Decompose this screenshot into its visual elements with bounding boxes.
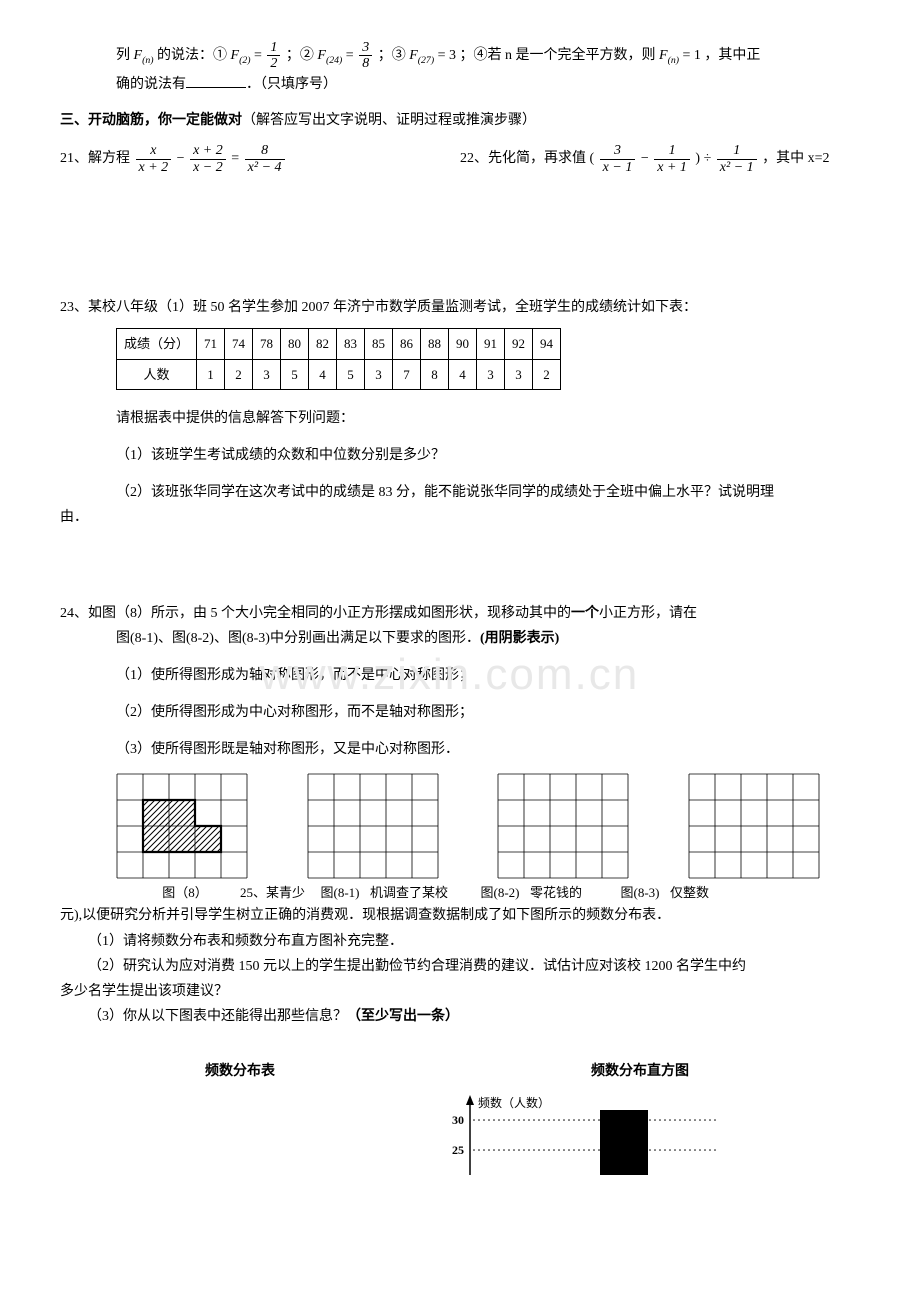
q25-p2: （2）研究认为应对消费 150 元以上的学生提出勤俭节约合理消费的建议．试估计应… [88, 954, 860, 979]
q23-intro: 23、某校八年级（1）班 50 名学生参加 2007 年济宁市数学质量监测考试，… [60, 295, 860, 320]
figure-8 [116, 773, 248, 879]
q24-p3: （3）使所得图形既是轴对称图形，又是中心对称图形． [116, 737, 860, 762]
q23-p2: （1）该班学生考试成绩的众数和中位数分别是多少？ [116, 443, 860, 468]
q25-p1: （1）请将频数分布表和频数分布直方图补充完整． [88, 929, 860, 954]
q20-line1: 列 F(n) 的说法：① F(2) = 12 ；② F(24) = 38 ；③ … [116, 40, 860, 72]
q24-line2: 图(8-1)、图(8-2)、图(8-3)中分别画出满足以下要求的图形．(用阴影表… [116, 626, 860, 651]
histogram-title: 频数分布直方图 [420, 1059, 860, 1084]
freq-table-title: 频数分布表 [60, 1059, 420, 1183]
svg-text:频数（人数）: 频数（人数） [478, 1095, 550, 1110]
q22: 22、先化简，再求值 ( 3x − 1 − 1x + 1 ) ÷ 1x² − 1… [460, 143, 860, 175]
svg-text:25: 25 [452, 1143, 464, 1157]
figure-8-1 [307, 773, 439, 879]
section3-heading: 三、开动脑筋，你一定能做对（解答应写出文字说明、证明过程或推演步骤） [60, 107, 860, 133]
q24-p2: （2）使所得图形成为中心对称图形，而不是轴对称图形； [116, 700, 860, 725]
q24-p1: （1）使所得图形成为轴对称图形，而不是中心对称图形； [116, 663, 860, 688]
q21: 21、解方程 xx + 2 − x + 2x − 2 = 8x² − 4 [60, 143, 460, 175]
figure-8-2 [497, 773, 629, 879]
chart-area: 频数分布表 频数分布直方图 频数（人数） 30 25 [60, 1059, 860, 1183]
q23-table: 成绩（分）71747880828385868890919294 人数123545… [116, 328, 561, 390]
q25-p2b: 多少名学生提出该项建议？ [60, 979, 860, 1004]
q23-p4: 由． [60, 505, 860, 530]
q24-line1: 24、如图（8）所示，由 5 个大小完全相同的小正方形摆成如图形状，现移动其中的… [60, 601, 860, 626]
figure-8-3 [688, 773, 820, 879]
q23-p3: （2）该班张华同学在这次考试中的成绩是 83 分，能不能说张华同学的成绩处于全班… [116, 480, 860, 505]
svg-text:30: 30 [452, 1113, 464, 1127]
q25-line2: 元),以便研究分析并引导学生树立正确的消费观．现根据调查数据制成了如下图所示的频… [60, 903, 860, 928]
q24-grids [116, 773, 820, 879]
q20-line2: 确的说法有．（只填序号） [116, 72, 860, 97]
caption-row: 图（8） 25、某青少 图(8-1) 机调查了某校 图(8-2) 零花钱的 图(… [60, 883, 860, 904]
histogram: 频数（人数） 30 25 [420, 1095, 740, 1175]
q23-p1: 请根据表中提供的信息解答下列问题： [116, 406, 860, 431]
q25-p3: （3）你从以下图表中还能得出那些信息？（至少写出一条） [88, 1004, 860, 1029]
